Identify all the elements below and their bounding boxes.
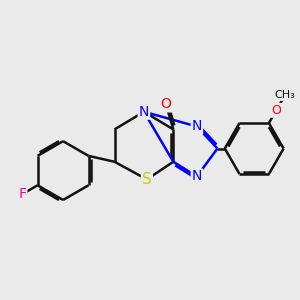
Text: N: N — [192, 119, 202, 134]
Text: S: S — [142, 172, 152, 187]
Text: O: O — [160, 98, 171, 111]
Text: CH₃: CH₃ — [275, 90, 296, 100]
Text: F: F — [18, 187, 26, 201]
Text: N: N — [192, 169, 202, 184]
Text: N: N — [139, 105, 149, 119]
Text: O: O — [271, 104, 281, 117]
